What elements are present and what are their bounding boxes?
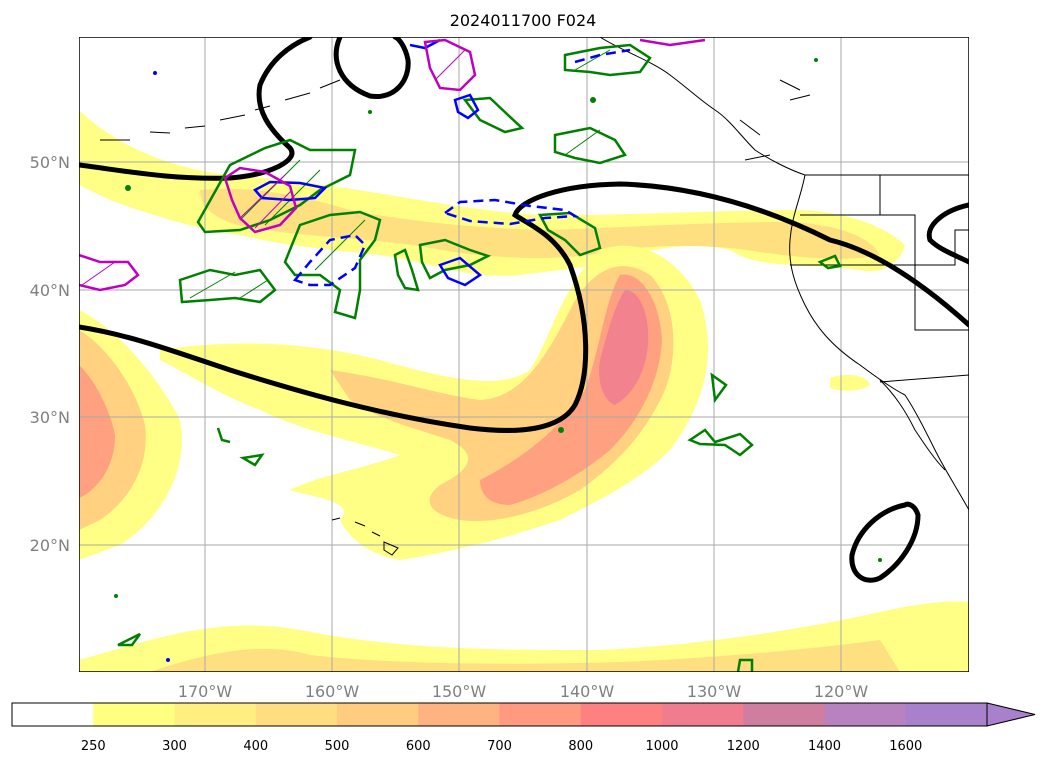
colorbar-segments [12, 703, 988, 726]
blue-contours [253, 38, 631, 287]
colorbar-segment [580, 703, 663, 726]
green-contour-15 [216, 427, 231, 444]
shade-west-inner [79, 365, 115, 498]
lon-label-120w: 120°W [814, 682, 869, 701]
longitude-labels: 170°W 160°W 150°W 140°W 130°W 120°W [178, 682, 869, 701]
magenta-contours [79, 38, 706, 292]
green-contour-5 [393, 248, 420, 292]
colorbar-tick-label: 500 [325, 739, 350, 754]
green-contour-3 [178, 268, 277, 304]
colorbar-tick-label: 400 [243, 739, 268, 754]
border-states [790, 175, 969, 331]
small-features [114, 58, 882, 662]
blue-contour-2 [438, 256, 483, 287]
colorbar-tick-label: 300 [162, 739, 187, 754]
lat-label-40: 40°N [30, 281, 70, 300]
green-contour-12 [239, 453, 265, 467]
colorbar-segment [743, 703, 825, 726]
blue-contour-3 [453, 93, 480, 120]
colorbar-extend-arrow [986, 702, 1036, 727]
blue-contour-5-dashed [292, 233, 367, 287]
thick-contour-north-loop [333, 37, 411, 99]
magenta-contour-1 [223, 166, 298, 234]
thick-contour-north [79, 37, 313, 181]
coast-bc-islands [739, 79, 811, 161]
magenta-hatching [81, 49, 466, 286]
colorbar-segment [824, 703, 907, 726]
colorbar-segment [93, 703, 175, 726]
thick-contour-main [79, 181, 969, 433]
thick-contours [79, 37, 969, 583]
shade-plume-core [599, 290, 649, 405]
colorbar-tick-label: 1200 [727, 739, 760, 754]
colorbar-labels: 250 300 400 500 600 700 800 1000 1200 1400 1600 [81, 739, 922, 754]
blue-contour-4-dashed [442, 198, 580, 226]
lon-label-150w: 150°W [432, 682, 487, 701]
thick-contour-south-loop [849, 501, 921, 583]
magenta-contour-3 [423, 38, 477, 92]
latitude-labels: 50°N 40°N 30°N 20°N [30, 153, 70, 555]
colorbar-tick-label: 700 [487, 739, 512, 754]
coast-baja [879, 379, 946, 471]
lon-label-160w: 160°W [305, 682, 360, 701]
green-contour-7 [462, 96, 525, 134]
thick-contour-east-loop [926, 202, 969, 265]
blue-contour-6-dashed [574, 48, 631, 64]
blue-contour-1 [253, 180, 328, 202]
green-contour-16 [736, 658, 754, 672]
coast-west-us [789, 174, 969, 511]
shading-layer [79, 110, 969, 672]
green-contours [117, 43, 842, 672]
green-contour-6 [553, 126, 627, 165]
colorbar-tick-label: 250 [81, 739, 106, 754]
shade-north-band-inner [200, 188, 880, 259]
colorbar-segment [174, 703, 257, 726]
green-contour-13 [117, 632, 142, 647]
green-contour-10 [710, 372, 728, 404]
border-us-mexico [879, 374, 969, 383]
figure-title: 2024011700 F024 [450, 11, 597, 30]
colorbar-segment [255, 703, 338, 726]
coast-hawaii [331, 517, 399, 556]
colorbar-tick-label: 800 [568, 739, 593, 754]
shade-east-small [830, 374, 870, 391]
colorbar-segment [418, 703, 500, 726]
lat-label-20: 20°N [30, 536, 70, 555]
colorbar-tick-label: 1000 [645, 739, 678, 754]
colorbar-tick-label: 1600 [889, 739, 922, 754]
green-contour-9 [563, 43, 652, 77]
green-contour-1 [196, 138, 357, 234]
green-contour-11 [687, 428, 754, 457]
colorbar: 250 300 400 500 600 700 800 1000 1200 1400 1600 [11, 702, 1036, 754]
lon-label-140w: 140°W [560, 682, 615, 701]
green-contour-14 [817, 254, 842, 270]
colorbar-segment [499, 703, 582, 726]
colorbar-outline [11, 702, 988, 727]
shade-south-band-inner [150, 640, 900, 672]
colorbar-segment [337, 703, 419, 726]
lon-label-170w: 170°W [178, 682, 233, 701]
map-panel [79, 37, 969, 672]
lat-label-30: 30°N [30, 408, 70, 427]
colorbar-segment [12, 703, 94, 726]
magenta-contour-4 [639, 38, 706, 47]
colorbar-segment [905, 703, 988, 726]
colorbar-segment [662, 703, 744, 726]
lon-label-130w: 130°W [687, 682, 742, 701]
lat-label-50: 50°N [30, 153, 70, 172]
colorbar-tick-label: 600 [406, 739, 431, 754]
gridlines [79, 37, 969, 672]
magenta-contour-2 [79, 253, 140, 292]
colorbar-tick-label: 1400 [808, 739, 841, 754]
